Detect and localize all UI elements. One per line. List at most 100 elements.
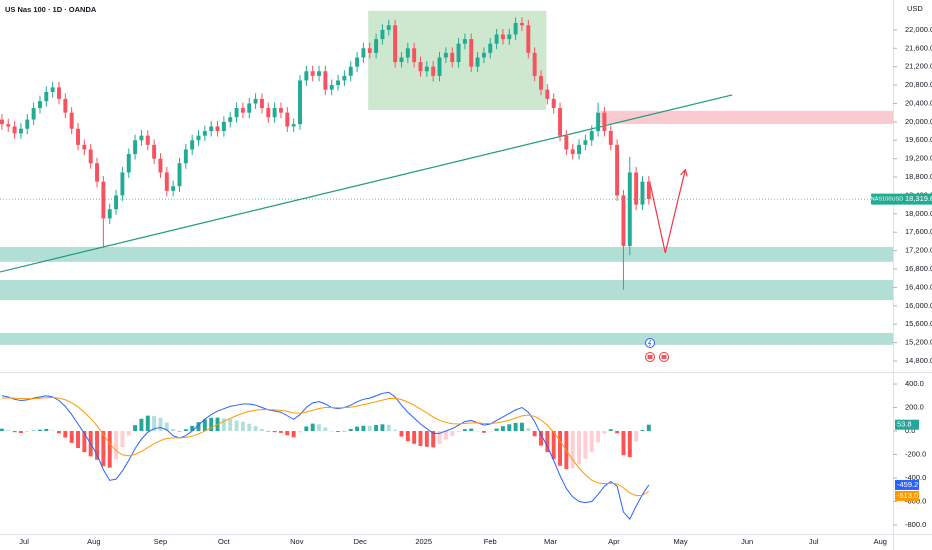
histogram-bar: [526, 428, 531, 432]
histogram-bar: [596, 431, 601, 443]
histogram-bar: [450, 431, 455, 436]
histogram-bar: [570, 431, 575, 469]
histogram-bar: [82, 431, 87, 453]
candle-body: [418, 62, 423, 72]
candle-body: [558, 108, 562, 136]
candle-body: [621, 195, 626, 247]
candle-body: [450, 52, 455, 63]
event-icon[interactable]: [645, 338, 655, 348]
histogram-bar: [323, 427, 328, 432]
zone: [0, 246, 893, 262]
candle-body: [76, 128, 80, 145]
histogram-bar: [6, 430, 11, 432]
candle-body: [583, 140, 588, 145]
histogram-bar: [272, 431, 277, 433]
candle-body: [152, 144, 157, 159]
candle-body: [380, 29, 385, 40]
histogram-bar: [386, 424, 391, 432]
y-tick-label: 14,800.0: [905, 356, 932, 365]
currency-label: USD: [907, 4, 923, 13]
candle-body: [532, 52, 537, 76]
histogram-bar: [50, 430, 55, 432]
histogram-bar: [589, 431, 594, 453]
candle-body: [285, 112, 290, 127]
symbol-label: NAS100USD: [871, 197, 904, 203]
histogram-bar: [291, 431, 296, 438]
value-tag: [895, 419, 919, 430]
candle-body: [577, 144, 582, 155]
y-tick-label: 400.0: [905, 379, 924, 388]
value-tag-label: -513.0: [897, 491, 918, 500]
histogram-bar: [298, 431, 302, 433]
candle-body: [158, 158, 163, 173]
histogram-bar: [240, 421, 245, 432]
histogram-bar: [37, 429, 42, 432]
candle-body: [507, 34, 512, 40]
candle-body: [190, 140, 195, 150]
candle-body: [386, 25, 391, 30]
histogram-bar: [424, 431, 429, 447]
y-tick-label: 18,000.0: [905, 209, 932, 218]
candle-body: [25, 119, 30, 129]
candle-body: [526, 25, 531, 53]
histogram-bar: [367, 425, 372, 432]
candle-body: [304, 71, 309, 81]
candle-body: [570, 149, 575, 155]
candle-body: [615, 144, 620, 196]
candle-body: [164, 172, 169, 191]
candle-body: [564, 135, 569, 150]
candle-body: [101, 181, 106, 219]
candle-body: [596, 112, 601, 132]
histogram-bar: [393, 429, 398, 432]
x-tick-label: Feb: [484, 537, 497, 546]
y-tick-label: 17,600.0: [905, 227, 932, 236]
candle-body: [323, 71, 328, 90]
histogram-bar: [577, 431, 582, 465]
candle-body: [520, 22, 524, 26]
candle-body: [488, 43, 493, 53]
candle-body: [278, 108, 283, 113]
histogram-bar: [228, 419, 233, 432]
histogram-bar: [278, 431, 283, 433]
histogram-bar: [139, 418, 144, 432]
candle-body: [374, 39, 379, 53]
candle-body: [196, 135, 201, 141]
y-tick-label: 16,400.0: [905, 282, 932, 291]
candle-body: [31, 108, 36, 120]
y-tick-label: 21,200.0: [905, 62, 932, 71]
candle-body: [298, 80, 302, 125]
candle-body: [107, 209, 112, 219]
candle-body: [253, 98, 258, 104]
flag: [661, 355, 667, 359]
histogram-bar: [304, 426, 309, 432]
histogram-bar: [114, 431, 119, 460]
histogram-bar: [317, 424, 321, 432]
x-tick-label: 2025: [415, 537, 432, 546]
histogram-bar: [348, 429, 353, 432]
projection-path: [649, 169, 686, 254]
candle-body: [437, 57, 442, 76]
candle-body: [405, 48, 410, 58]
histogram-bar: [145, 415, 150, 432]
histogram-bar: [431, 431, 436, 448]
histogram-bar: [469, 428, 474, 432]
trendline: [0, 94, 733, 273]
candle-body: [183, 149, 188, 164]
y-tick-label: -200.0: [905, 449, 926, 458]
projection-arrowhead: [680, 168, 688, 177]
y-tick-label: 0.0: [905, 426, 915, 435]
candle-body: [481, 52, 486, 58]
candle-body: [412, 48, 417, 63]
candle-body: [18, 128, 23, 134]
candle-body: [95, 163, 100, 182]
candle-body: [462, 39, 467, 44]
candle-body: [342, 75, 347, 81]
histogram-bar: [25, 431, 30, 433]
histogram-bar: [551, 431, 556, 460]
histogram-bar: [183, 429, 188, 432]
candle-body: [0, 119, 4, 125]
candle-body: [602, 112, 607, 132]
candle-body: [329, 85, 334, 90]
y-tick-label: 16,000.0: [905, 301, 932, 310]
value-tag: [895, 479, 919, 490]
